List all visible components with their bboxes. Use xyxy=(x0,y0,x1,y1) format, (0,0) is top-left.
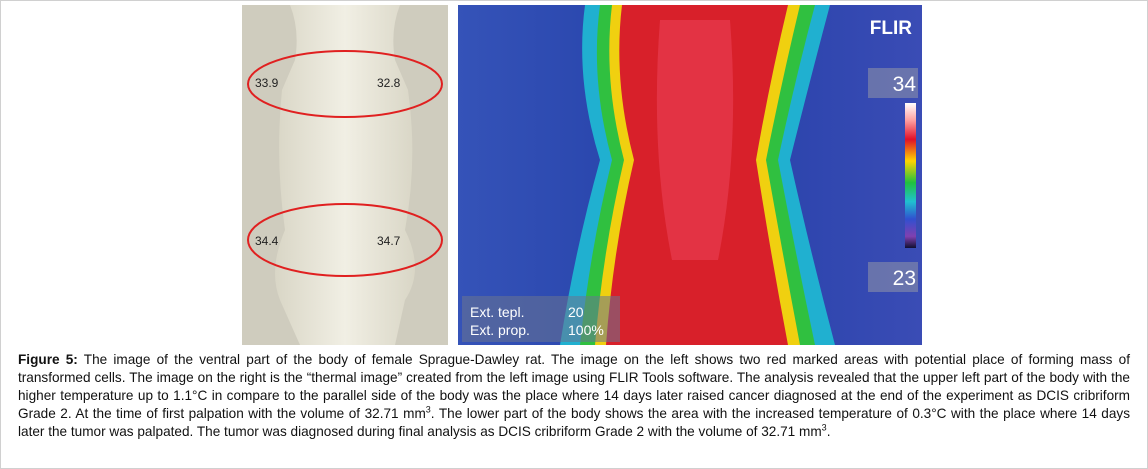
caption-label: Figure 5: xyxy=(18,352,78,367)
superscript: 3 xyxy=(425,404,431,415)
caption-text: The image of the ventral part of the bod… xyxy=(18,352,1130,421)
rat-photo xyxy=(242,5,448,345)
brand-logo: FLIR xyxy=(870,18,912,39)
scale-max: 34 xyxy=(893,73,917,96)
figure-images: 33.9 32.8 34.4 34.7 FLIR 34 23 Ext. tepl… xyxy=(242,5,922,345)
setting-value: 100% xyxy=(568,322,604,338)
setting-label: Ext. prop. xyxy=(470,322,530,338)
reading: 34.7 xyxy=(377,234,401,248)
scale-min: 23 xyxy=(893,267,916,290)
thermal-image xyxy=(458,5,922,345)
caption-text: . xyxy=(826,424,831,439)
reading: 33.9 xyxy=(255,76,279,90)
caption-text: . The lower part of the body shows the a… xyxy=(18,406,1130,439)
setting-value: 20 xyxy=(568,304,584,320)
figure-caption: Figure 5: The image of the ventral part … xyxy=(18,351,1130,441)
reading: 32.8 xyxy=(377,76,401,90)
reading: 34.4 xyxy=(255,234,279,248)
superscript: 3 xyxy=(821,422,827,433)
setting-label: Ext. tepl. xyxy=(470,304,524,320)
